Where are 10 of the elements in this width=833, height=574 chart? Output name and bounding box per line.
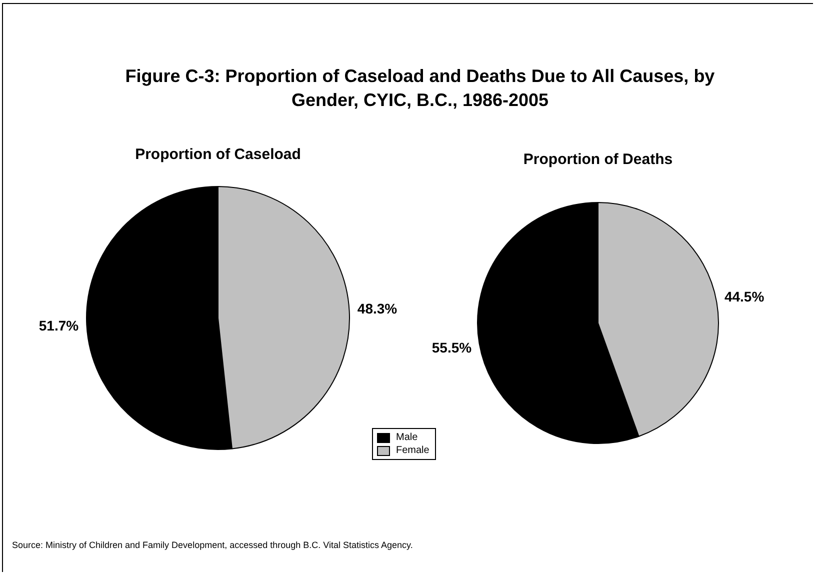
data-label: 44.5% <box>724 288 765 304</box>
slice-label: Proportion of Deaths <box>522 151 674 168</box>
legend-label: Female <box>396 445 430 456</box>
slice-label: Proportion of Caseload <box>134 146 302 163</box>
source-note: Source: Ministry of Children and Family Development, accessed through B.C. Vital Statistics Agency. <box>12 540 413 550</box>
data-label: 55.5% <box>432 339 472 356</box>
data-label: 51.7% <box>38 317 80 334</box>
chart-title: Figure C-3: Proportion of Caseload and Deaths Due to All Causes, by Gender, CYIC, B.C., 1986-2005 <box>124 65 716 112</box>
legend-label: Male <box>396 432 418 443</box>
data-label: 48.3% <box>357 300 398 316</box>
